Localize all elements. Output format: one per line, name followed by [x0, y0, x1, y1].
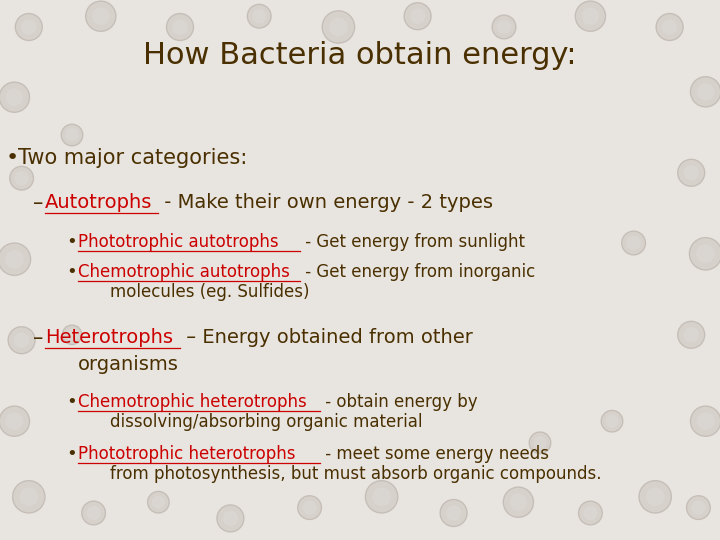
Text: Chemotrophic autotrophs: Chemotrophic autotrophs	[78, 263, 290, 281]
Circle shape	[662, 20, 677, 34]
Text: - Get energy from sunlight: - Get energy from sunlight	[300, 233, 526, 251]
Circle shape	[690, 406, 720, 436]
Circle shape	[529, 432, 551, 454]
Circle shape	[579, 501, 602, 525]
Circle shape	[678, 159, 705, 186]
Text: •: •	[6, 148, 19, 168]
Circle shape	[582, 8, 598, 24]
Circle shape	[6, 413, 22, 429]
Circle shape	[298, 496, 322, 519]
Circle shape	[647, 488, 664, 505]
Circle shape	[303, 501, 316, 514]
Circle shape	[14, 333, 29, 347]
Circle shape	[503, 487, 534, 517]
Circle shape	[0, 406, 30, 436]
Circle shape	[601, 410, 623, 432]
Circle shape	[248, 4, 271, 28]
Circle shape	[697, 245, 714, 262]
Circle shape	[13, 481, 45, 513]
Circle shape	[678, 321, 705, 348]
Circle shape	[366, 481, 397, 513]
Circle shape	[684, 166, 698, 180]
Text: from photosynthesis, but must absorb organic compounds.: from photosynthesis, but must absorb org…	[110, 465, 601, 483]
Circle shape	[15, 14, 42, 40]
Text: Two major categories:: Two major categories:	[18, 148, 247, 168]
Circle shape	[15, 172, 28, 185]
Circle shape	[323, 11, 354, 43]
Text: •: •	[66, 445, 77, 463]
Circle shape	[404, 3, 431, 30]
Circle shape	[6, 89, 22, 105]
Text: –: –	[33, 193, 43, 213]
Circle shape	[692, 501, 705, 514]
Text: Phototrophic autotrophs: Phototrophic autotrophs	[78, 233, 279, 251]
Circle shape	[698, 84, 714, 100]
Circle shape	[684, 328, 698, 342]
Circle shape	[698, 413, 714, 429]
Circle shape	[148, 491, 169, 513]
Circle shape	[606, 415, 618, 427]
Circle shape	[534, 437, 546, 449]
Circle shape	[622, 231, 646, 255]
Text: organisms: organisms	[78, 355, 179, 374]
Text: molecules (eg. Sulfides): molecules (eg. Sulfides)	[110, 283, 310, 301]
Circle shape	[253, 10, 266, 23]
Circle shape	[0, 243, 30, 275]
Circle shape	[687, 496, 710, 519]
Circle shape	[690, 77, 720, 107]
Text: Heterotrophs: Heterotrophs	[45, 328, 173, 347]
Circle shape	[446, 506, 461, 520]
Circle shape	[86, 1, 116, 31]
Circle shape	[330, 18, 347, 36]
Text: - meet some energy needs: - meet some energy needs	[320, 445, 549, 463]
Circle shape	[440, 500, 467, 526]
Text: – Energy obtained from other: – Energy obtained from other	[180, 328, 473, 347]
Circle shape	[61, 124, 83, 146]
Circle shape	[410, 9, 425, 23]
Circle shape	[373, 488, 390, 505]
Circle shape	[217, 505, 244, 532]
Text: Chemotrophic heterotrophs: Chemotrophic heterotrophs	[78, 393, 307, 411]
Circle shape	[63, 325, 82, 345]
Text: How Bacteria obtain energy:: How Bacteria obtain energy:	[143, 40, 577, 70]
Circle shape	[690, 238, 720, 270]
Circle shape	[87, 507, 100, 519]
Text: Autotrophs: Autotrophs	[45, 193, 153, 212]
Circle shape	[153, 496, 164, 508]
Circle shape	[9, 166, 33, 190]
Text: –: –	[33, 328, 43, 348]
Circle shape	[8, 327, 35, 354]
Circle shape	[166, 14, 194, 40]
Circle shape	[510, 494, 526, 510]
Circle shape	[6, 251, 23, 268]
Circle shape	[66, 329, 78, 340]
Circle shape	[584, 507, 597, 519]
Text: •: •	[66, 263, 77, 281]
Text: - Get energy from inorganic: - Get energy from inorganic	[300, 263, 536, 281]
Circle shape	[173, 20, 187, 34]
Circle shape	[575, 1, 606, 31]
Circle shape	[656, 14, 683, 40]
Circle shape	[639, 481, 672, 513]
Circle shape	[627, 237, 640, 249]
Circle shape	[93, 8, 109, 24]
Circle shape	[223, 511, 238, 525]
Circle shape	[22, 20, 36, 34]
Circle shape	[498, 21, 510, 33]
Text: Phototrophic heterotrophs: Phototrophic heterotrophs	[78, 445, 295, 463]
Circle shape	[82, 501, 106, 525]
Text: dissolving/absorbing organic material: dissolving/absorbing organic material	[110, 413, 423, 431]
Text: - obtain energy by: - obtain energy by	[320, 393, 477, 411]
Text: •: •	[66, 393, 77, 411]
Circle shape	[20, 488, 37, 505]
Text: •: •	[66, 233, 77, 251]
Text: - Make their own energy - 2 types: - Make their own energy - 2 types	[158, 193, 492, 212]
Circle shape	[66, 129, 78, 141]
Circle shape	[0, 82, 30, 112]
Circle shape	[492, 15, 516, 39]
